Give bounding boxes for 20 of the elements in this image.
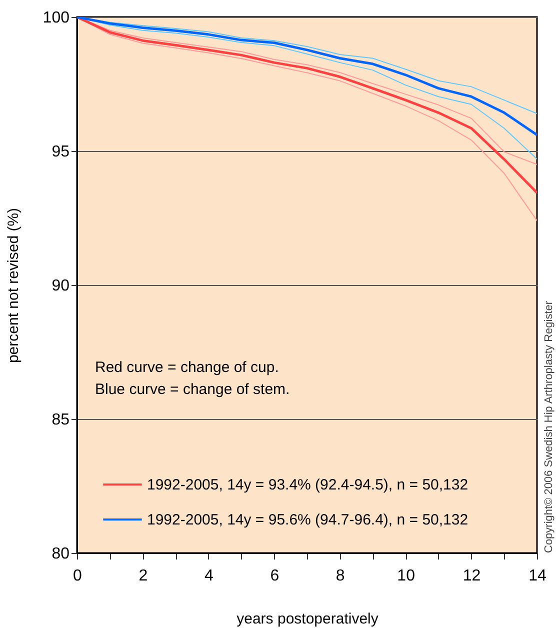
y-tick-label: 100 xyxy=(42,10,70,26)
annotation: Blue curve = change of stem. xyxy=(95,381,290,398)
x-tick-label: 0 xyxy=(73,568,82,584)
annotation: Red curve = change of cup. xyxy=(95,359,279,376)
x-tick-label: 8 xyxy=(336,568,345,584)
x-tick-label: 4 xyxy=(204,568,214,584)
x-tick-label: 6 xyxy=(270,568,280,584)
x-axis-title: years postoperatively xyxy=(236,610,379,628)
x-tick-label: 10 xyxy=(397,568,416,584)
x-tick-label: 12 xyxy=(462,568,481,584)
y-tick-label: 80 xyxy=(52,546,70,562)
y-tick-label: 90 xyxy=(52,278,70,294)
y-tick-label: 85 xyxy=(52,412,70,428)
text: Copyright© 2006 Swedish Hip Arthroplasty Register xyxy=(543,300,555,553)
legend-label: 1992-2005, 14y = 95.6% (94.7-96.4), n = 50,132 xyxy=(147,512,468,528)
x-tick-label: 14 xyxy=(528,568,546,584)
x-tick-label: 2 xyxy=(138,568,148,584)
y-axis-title: percent not revised (%) xyxy=(4,208,22,364)
y-tick-label: 95 xyxy=(52,144,70,160)
legend-label: 1992-2005, 14y = 93.4% (92.4-94.5), n = 50,132 xyxy=(147,476,468,494)
